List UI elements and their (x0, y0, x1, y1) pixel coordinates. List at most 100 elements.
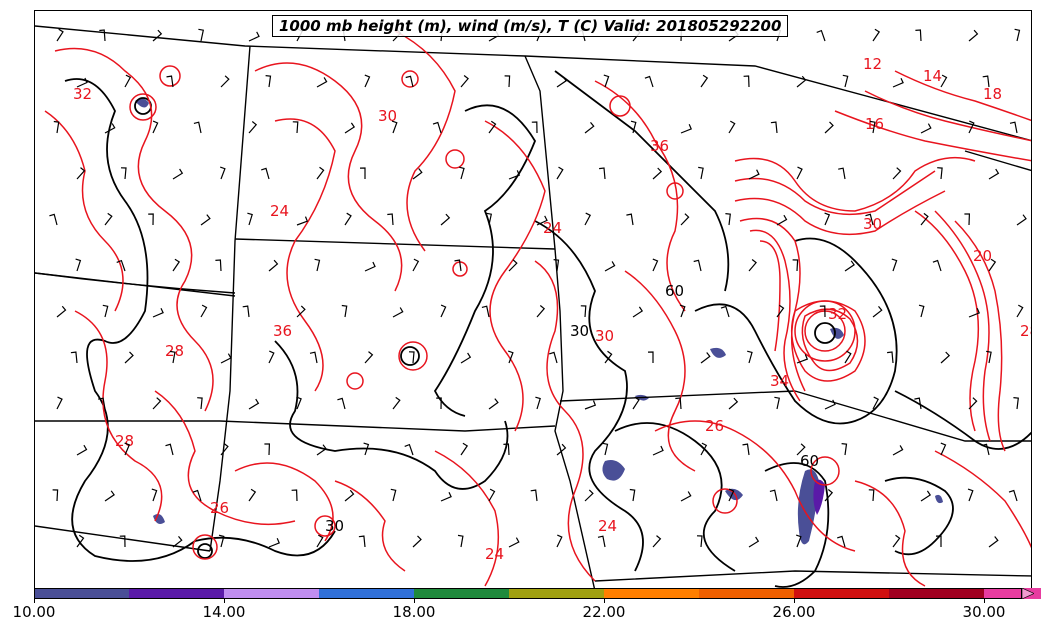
wind-barb (937, 167, 943, 180)
contour-label: 24 (543, 219, 562, 237)
wind-barb (148, 213, 154, 226)
colorbar-segment (984, 588, 1041, 599)
contour-label: 36 (273, 322, 292, 340)
wind-barb (337, 397, 346, 410)
wind-barb (508, 537, 520, 548)
wind-barb (556, 443, 567, 456)
wind-barb (892, 167, 902, 180)
wind-barb (248, 31, 260, 42)
wind-barb (200, 214, 211, 226)
wind-barb (440, 491, 452, 502)
wind-barb (344, 122, 356, 134)
wind-barb (172, 536, 183, 548)
wind-barb (316, 166, 325, 180)
colorbar-tick-label: 30.00 (962, 603, 1006, 621)
wind-barb (553, 259, 560, 272)
wind-barb (98, 397, 106, 410)
wind-barb (218, 534, 225, 548)
wind-barb (769, 489, 778, 502)
wind-barb (454, 259, 462, 272)
colorbar-segment (699, 588, 794, 599)
wind-barb (536, 215, 548, 226)
wind-barb (872, 396, 880, 410)
wind-barb (920, 123, 932, 134)
wind-barb (52, 489, 59, 502)
colorbar-segment (319, 588, 414, 599)
wind-barb (792, 259, 799, 272)
wind-barb (508, 259, 518, 272)
height-label: 60 (800, 452, 819, 470)
wind-barb (647, 351, 654, 363)
wind-barb (457, 534, 464, 548)
wind-barb (404, 443, 414, 456)
wind-barb (679, 304, 686, 318)
wind-barb (824, 212, 831, 226)
wind-barb (1016, 214, 1027, 226)
contour-label: 32 (828, 305, 847, 323)
wind-barb (819, 305, 826, 318)
wind-barb (364, 351, 374, 364)
wind-barb (440, 304, 447, 318)
wind-barb (986, 350, 992, 364)
wind-barb (626, 213, 634, 226)
wind-barb (816, 29, 826, 42)
wind-barb (1008, 489, 1018, 502)
contour-label: 24 (270, 202, 289, 220)
wind-barb (76, 534, 85, 548)
wind-barb (796, 166, 803, 180)
wind-barb (261, 167, 270, 180)
height-label: 30 (570, 322, 589, 340)
wind-barb (152, 120, 159, 134)
colorbar (34, 588, 1041, 599)
wind-barb (76, 444, 88, 456)
wind-barb (940, 442, 947, 456)
wind-barb (891, 258, 898, 272)
wind-barbs (49, 28, 1027, 548)
wind-barb (314, 258, 321, 272)
wind-barb (405, 75, 414, 88)
contour-label: 36 (650, 137, 669, 155)
wind-barb (166, 75, 174, 88)
wind-barb (119, 535, 126, 548)
wind-barb (728, 397, 739, 410)
wind-barb (652, 167, 663, 180)
wind-barb (599, 167, 606, 180)
wind-barb (776, 214, 788, 226)
wind-barb (165, 443, 174, 456)
contour-label: 32 (73, 85, 92, 103)
wind-barb (696, 535, 703, 548)
wind-barb (920, 212, 929, 226)
wind-barb (837, 535, 846, 548)
colorbar-segment (889, 588, 984, 599)
contour-label: 20 (973, 247, 992, 265)
wind-barb (508, 170, 521, 180)
wind-barb (172, 258, 181, 272)
wind-barb (359, 167, 366, 179)
wind-barb (508, 350, 514, 364)
wind-barb (53, 120, 60, 134)
colorbar-segment (509, 588, 604, 599)
wind-barb (296, 396, 302, 410)
colorbar-tick (984, 599, 985, 603)
wind-barb (481, 305, 490, 318)
wind-barb (720, 305, 730, 318)
wind-barb (680, 213, 690, 226)
height-contour-labels: 30 60 30 60 (325, 282, 819, 535)
wind-barb (580, 305, 587, 318)
wind-barb (556, 76, 567, 88)
wind-barb (292, 121, 299, 134)
wind-barb (151, 488, 158, 502)
contour-label: 34 (770, 372, 789, 390)
wind-barb (200, 304, 208, 318)
wind-barb (556, 166, 564, 180)
contour-label: 30 (595, 327, 614, 345)
wind-barb (748, 259, 757, 272)
wind-barb (316, 534, 324, 548)
wind-barb (892, 534, 901, 548)
wind-barb (296, 216, 309, 226)
colorbar-tick-label: 18.00 (392, 603, 436, 621)
wind-barb (652, 258, 659, 272)
wind-barb (932, 259, 942, 272)
wind-barb (220, 166, 226, 180)
wind-barb (364, 74, 371, 88)
